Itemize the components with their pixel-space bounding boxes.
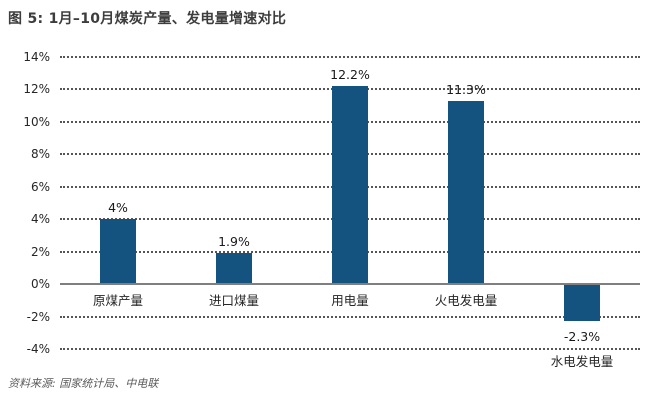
bar [564,284,600,322]
bar-value-label: 12.2% [330,67,370,83]
x-axis-category-label: 用电量 [331,293,369,309]
y-axis-tick-label: -4% [26,342,50,356]
y-axis-tick-label: 6% [30,179,50,194]
gridline [60,348,640,350]
y-axis-tick-label: 2% [30,244,50,259]
gridline [60,315,640,318]
x-axis-category-label: 火电发电量 [434,293,498,309]
x-axis-baseline [60,283,640,286]
bar [100,219,136,285]
y-axis-tick-label: 14% [23,50,50,64]
source-note: 资料来源: 国家统计局、中电联 [8,377,159,390]
y-axis-tick-label: 10% [23,114,50,129]
bar [332,86,368,285]
chart-title: 图 5: 1月–10月煤炭产量、发电量增速对比 [8,11,287,27]
bar-value-label: -2.3% [563,329,601,345]
y-axis-tick-label: 4% [30,212,50,227]
y-axis-tick-label: 12% [23,82,50,97]
y-axis-tick-label: 0% [30,277,50,292]
x-axis-category-label: 进口煤量 [208,293,259,309]
x-axis-category-label: 水电发电量 [550,354,614,370]
gridline [60,56,640,58]
bar [448,100,484,285]
bar-value-label: 11.3% [446,81,486,97]
bar-value-label: 4% [108,200,128,216]
x-axis-category-label: 原煤产量 [92,293,143,309]
y-axis-tick-label: -2% [26,309,50,324]
bar-value-label: 1.9% [218,234,250,250]
bar [216,253,252,285]
y-axis-tick-label: 8% [30,147,50,162]
